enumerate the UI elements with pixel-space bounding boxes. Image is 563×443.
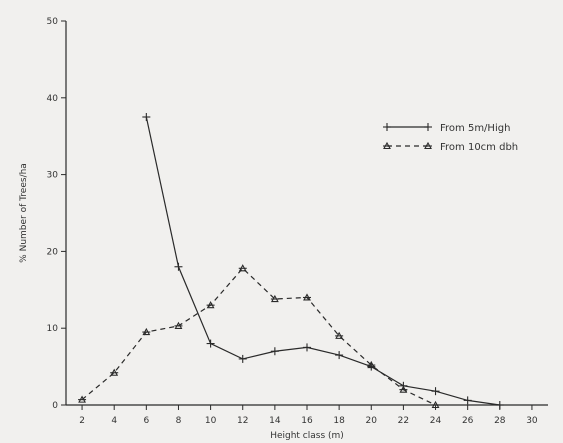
series-2	[78, 264, 440, 409]
series-group	[78, 113, 504, 409]
y-tick-label: 0	[52, 401, 58, 411]
x-tick-label: 20	[366, 416, 378, 426]
x-tick-label: 4	[111, 416, 117, 426]
legend: From 5m/High From 10cm dbh	[383, 123, 518, 153]
y-tick-label: 10	[47, 324, 59, 334]
x-tick-label: 22	[398, 416, 409, 426]
x-tick-label: 28	[494, 416, 506, 426]
x-tick-label: 14	[269, 416, 281, 426]
x-tick-label: 16	[301, 416, 313, 426]
y-ticks: 0 10 20 30 40 50	[47, 17, 66, 411]
x-tick-label: 6	[143, 416, 149, 426]
x-tick-label: 12	[237, 416, 248, 426]
series-line-1	[145, 116, 500, 406]
legend-label: From 5m/High	[440, 123, 510, 134]
legend-label: From 10cm dbh	[440, 142, 518, 153]
x-tick-label: 30	[526, 416, 538, 426]
legend-item: From 5m/High	[383, 123, 510, 134]
y-tick-label: 20	[47, 247, 59, 257]
y-tick-label: 50	[47, 17, 59, 27]
legend-item: From 10cm dbh	[383, 141, 518, 153]
series-1	[142, 113, 504, 409]
x-axis-label: Height class (m)	[270, 431, 344, 441]
x-tick-label: 26	[462, 416, 474, 426]
x-tick-label: 24	[430, 416, 442, 426]
x-tick-label: 18	[333, 416, 345, 426]
x-tick-label: 8	[176, 416, 182, 426]
y-tick-label: 40	[47, 94, 59, 104]
x-ticks: 2 4 6 8 10 12 14 16 18 20 22 24 26 28 30	[79, 405, 538, 426]
x-tick-label: 2	[79, 416, 85, 426]
y-tick-label: 30	[47, 171, 59, 181]
series-line-2	[81, 267, 436, 406]
y-axis-label: % Number of Trees/ha	[19, 163, 29, 263]
x-tick-label: 10	[205, 416, 217, 426]
